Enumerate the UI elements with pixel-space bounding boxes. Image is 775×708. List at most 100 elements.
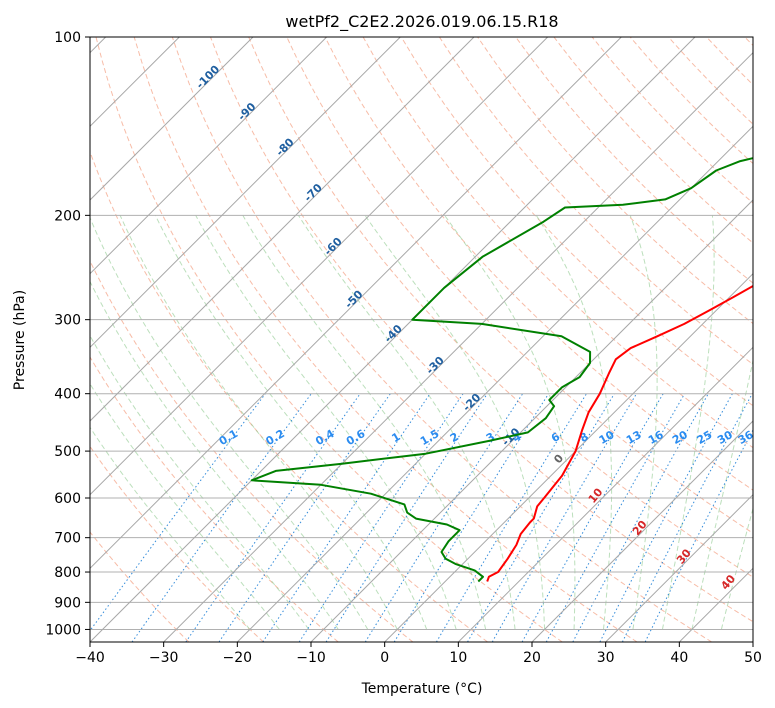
x-tick-label: −20 [223,650,253,666]
isotherm-label: -70 [302,181,325,204]
isotherm-label: -100 [194,63,223,92]
dry-adiabat [248,37,753,578]
dry-adiabat [324,37,753,491]
dry-adiabat [515,37,753,284]
temperature-profile-line [486,284,753,582]
mixing-ratio-line [435,393,587,642]
mixing-ratio-line [364,393,524,642]
x-axis-ticks: −40 −30 −20 −10 0 10 20 30 40 50 [75,642,762,666]
isotherm-line [531,420,753,642]
y-axis-label: Pressure (hPa) [12,290,28,390]
mixing-ratio-label: 0.6 [344,427,368,448]
chart-title: wetPf2_C2E2.2026.019.06.15.R18 [285,12,558,32]
isotherm-line [90,37,401,349]
mixing-ratio-line [90,393,266,632]
isotherm-line [678,567,753,642]
y-tick-label: 700 [54,531,81,547]
y-tick-label: 300 [54,313,81,329]
moist-adiabat [691,358,753,630]
mixing-ratio-line [572,393,709,642]
y-tick-label: 100 [54,30,81,46]
isotherm-line [457,346,753,642]
dry-adiabat [90,150,488,642]
dry-adiabat [744,37,753,47]
mixing-ratio-line [491,393,637,642]
dry-adiabat [90,445,264,642]
gridlines [90,37,753,642]
mixing-ratio-label: 10 [597,428,617,447]
mixing-ratio-line [644,428,753,642]
dry-adiabats [90,37,753,642]
moist-adiabat [629,215,658,630]
mixing-ratio-label: 0.2 [263,427,286,448]
dry-adiabat [90,531,190,642]
y-tick-label: 1000 [45,622,81,638]
mixing-ratio-line [325,393,488,642]
dry-adiabat [400,37,753,407]
moist-adiabat [90,426,251,630]
dewpoint-profile-line [250,157,753,583]
x-tick-label: −30 [149,650,179,666]
mixing-ratio-label: 30 [715,428,735,447]
y-axis-ticks: 100 200 300 400 500 600 700 800 900 1000 [45,30,90,638]
mixing-ratio-line [545,393,686,642]
isotherm-line [90,37,622,570]
moist-adiabat [154,215,428,630]
moist-adiabats [90,215,753,630]
moist-adiabat [90,382,280,630]
moist-adiabat [720,506,753,630]
mixing-ratio-line [393,393,550,642]
isotherm-line [310,199,753,642]
moist-adiabat [661,215,715,630]
moist-adiabat-label: 10 [586,485,606,505]
x-tick-label: 0 [380,650,389,666]
moist-adiabat [297,215,516,630]
y-tick-label: 500 [54,444,81,460]
x-tick-label: −40 [75,650,105,666]
x-axis-label: Temperature (°C) [361,681,483,697]
isotherm-label: -30 [424,354,447,377]
dry-adiabat [477,37,753,325]
mixing-ratio-line [131,393,312,642]
isotherm-label: -40 [382,322,405,345]
isotherm-label: -50 [342,288,365,311]
mixing-ratio-label: 1 [390,430,403,445]
isotherm-label: -80 [273,135,296,158]
x-tick-label: 50 [744,650,762,666]
dry-adiabat [133,37,638,642]
dry-adiabat [90,259,414,642]
moist-adiabat [242,215,487,630]
mixing-ratio-label: 13 [624,428,644,447]
moist-adiabat-label: 0 [551,452,566,466]
mixing-ratio-line [262,393,431,642]
dry-adiabat [171,37,712,642]
isotherm-line [90,37,328,275]
plot-area: -100-90-80-70-60-50-40-30-20-100.1 0.2 0.4… [90,37,756,642]
x-tick-label: 10 [449,650,467,666]
x-tick-label: 30 [597,650,615,666]
isotherm-line [752,641,753,642]
y-tick-label: 600 [54,491,81,507]
isotherm-line [90,37,549,496]
y-tick-label: 400 [54,387,81,403]
isotherm-line [90,37,696,642]
mixing-ratio-line [467,393,615,642]
isotherm-line [163,51,753,642]
dry-adiabat [706,37,753,86]
moist-adiabat-label: 20 [630,518,650,538]
plot-frame [89,36,754,643]
mixing-ratio-line [218,393,391,642]
isotherm-label: -20 [460,391,483,414]
mixing-ratio-line [521,393,664,642]
isotherm-line [605,493,753,642]
mixing-ratio-label: 36 [736,428,756,447]
dry-adiabat [90,356,339,642]
mixing-ratio-label: 3 [484,430,497,445]
x-tick-label: −10 [296,650,326,666]
mixing-ratio-line [599,393,733,642]
x-tick-label: 20 [523,650,541,666]
mixing-ratio-line [298,393,464,642]
mixing-ratio-label: 0.1 [217,427,240,448]
y-tick-label: 800 [54,565,81,581]
y-tick-label: 900 [54,595,81,611]
